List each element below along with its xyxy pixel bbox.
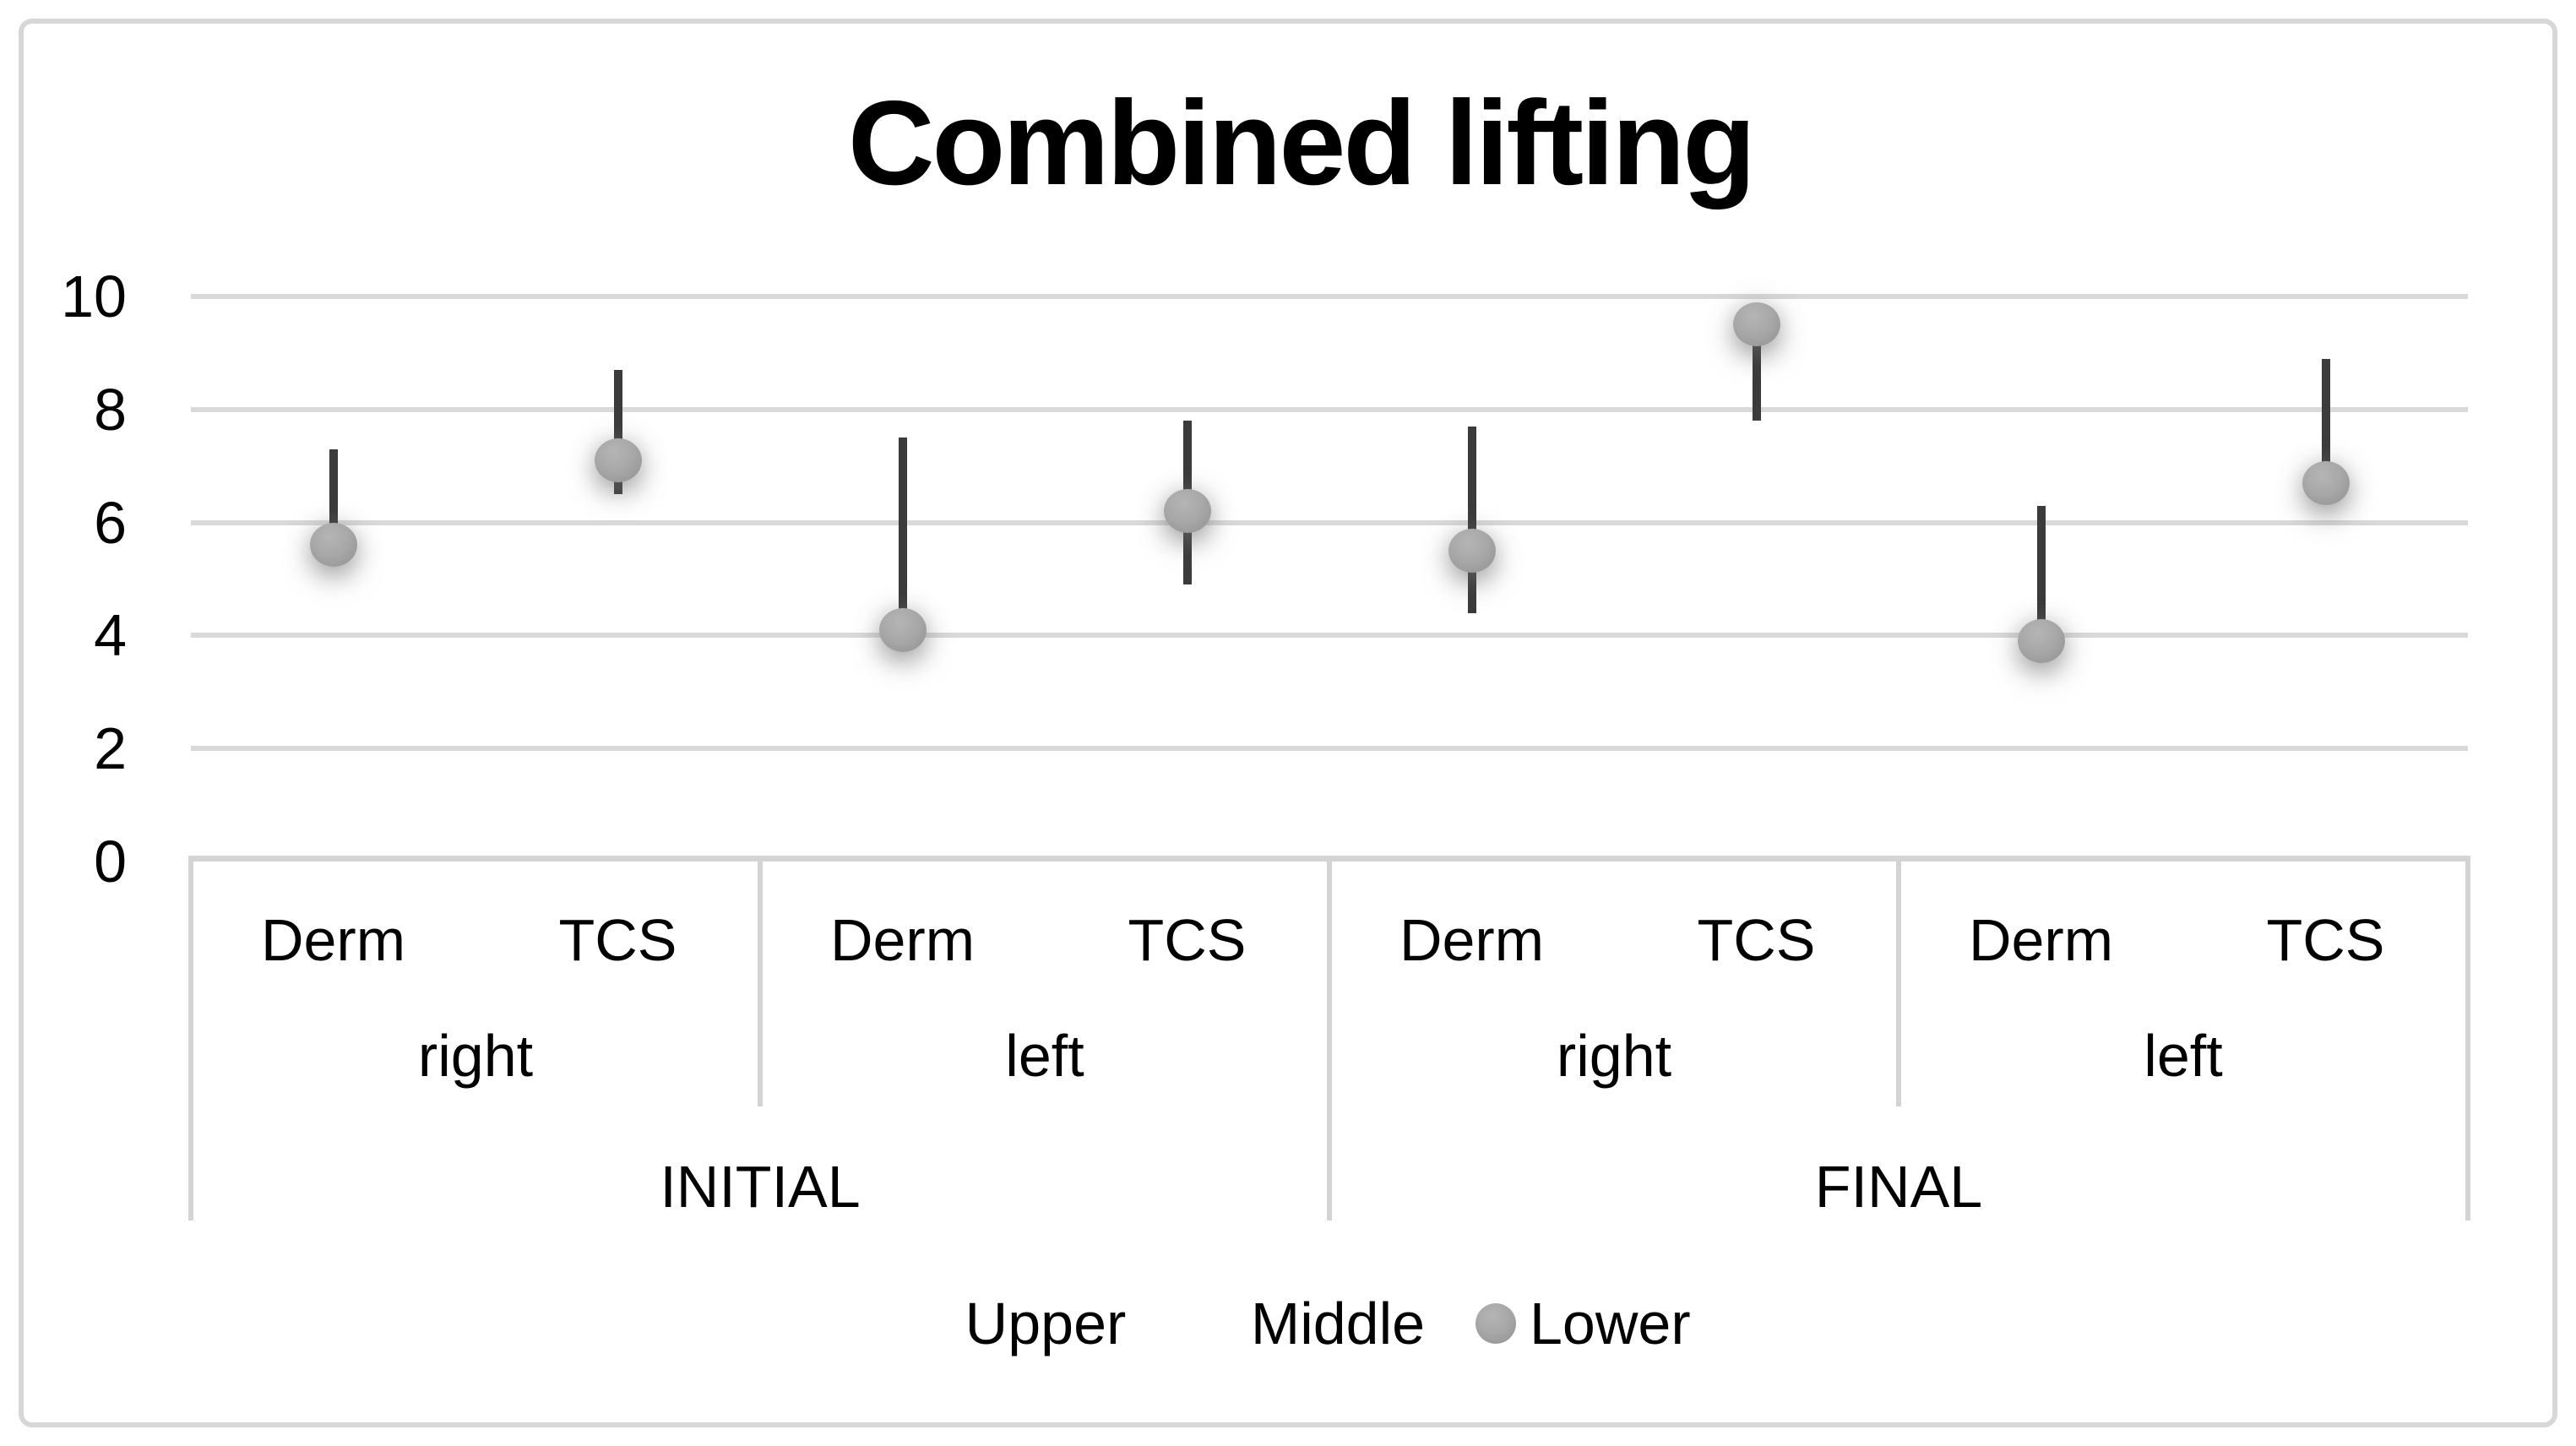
high-low-line — [613, 369, 622, 495]
category-axis-divider — [1327, 856, 1332, 1220]
y-axis-tick-label: 10 — [61, 264, 127, 329]
y-axis-tick-label: 4 — [94, 602, 127, 669]
category-label-level1: TCS — [2266, 907, 2385, 973]
category-label-level3: FINAL — [1814, 1154, 1983, 1220]
category-label-level1: TCS — [1697, 907, 1816, 973]
gridline — [191, 294, 2468, 299]
high-low-line — [2036, 505, 2046, 642]
lower-series-marker — [1448, 529, 1496, 574]
category-label-level2: left — [1005, 1023, 1084, 1089]
chart-border-frame — [19, 19, 2557, 1427]
gridline — [191, 746, 2468, 752]
gridline — [191, 519, 2468, 525]
category-label-level2: right — [1556, 1023, 1672, 1089]
y-axis-tick-label: 8 — [94, 376, 127, 443]
lower-series-marker — [878, 607, 927, 652]
lower-series-marker — [2017, 619, 2065, 664]
lower-series-marker — [309, 523, 357, 568]
category-axis-divider — [2465, 856, 2470, 1220]
category-label-level1: Derm — [1968, 907, 2114, 973]
y-axis-tick-label: 0 — [94, 829, 127, 894]
category-label-level1: Derm — [1399, 907, 1545, 973]
category-axis-divider — [758, 856, 763, 1106]
y-axis-tick-label: 6 — [94, 489, 127, 556]
high-low-line — [329, 448, 338, 546]
y-axis-tick-label: 2 — [94, 715, 127, 782]
high-low-line — [1467, 426, 1476, 613]
lower-series-marker — [1163, 489, 1211, 534]
lower-series-marker — [594, 438, 642, 482]
category-label-level3: INITIAL — [660, 1154, 861, 1220]
category-label-level2: right — [417, 1023, 534, 1089]
category-label-level1: TCS — [1128, 907, 1247, 973]
lower-series-marker — [2302, 460, 2350, 505]
category-label-level1: Derm — [260, 907, 406, 973]
category-axis-divider — [1896, 856, 1901, 1106]
high-low-line — [1752, 324, 1761, 421]
high-low-line — [2321, 358, 2330, 489]
high-low-line — [898, 438, 907, 630]
chart-title: Combined lifting — [847, 76, 1756, 210]
category-axis-divider — [188, 856, 193, 1220]
gridline — [191, 633, 2468, 639]
gridline — [191, 406, 2468, 412]
lower-series-marker — [1732, 302, 1780, 347]
category-label-level1: TCS — [558, 907, 677, 973]
category-label-level2: left — [2144, 1023, 2223, 1089]
category-label-level1: Derm — [829, 907, 976, 973]
